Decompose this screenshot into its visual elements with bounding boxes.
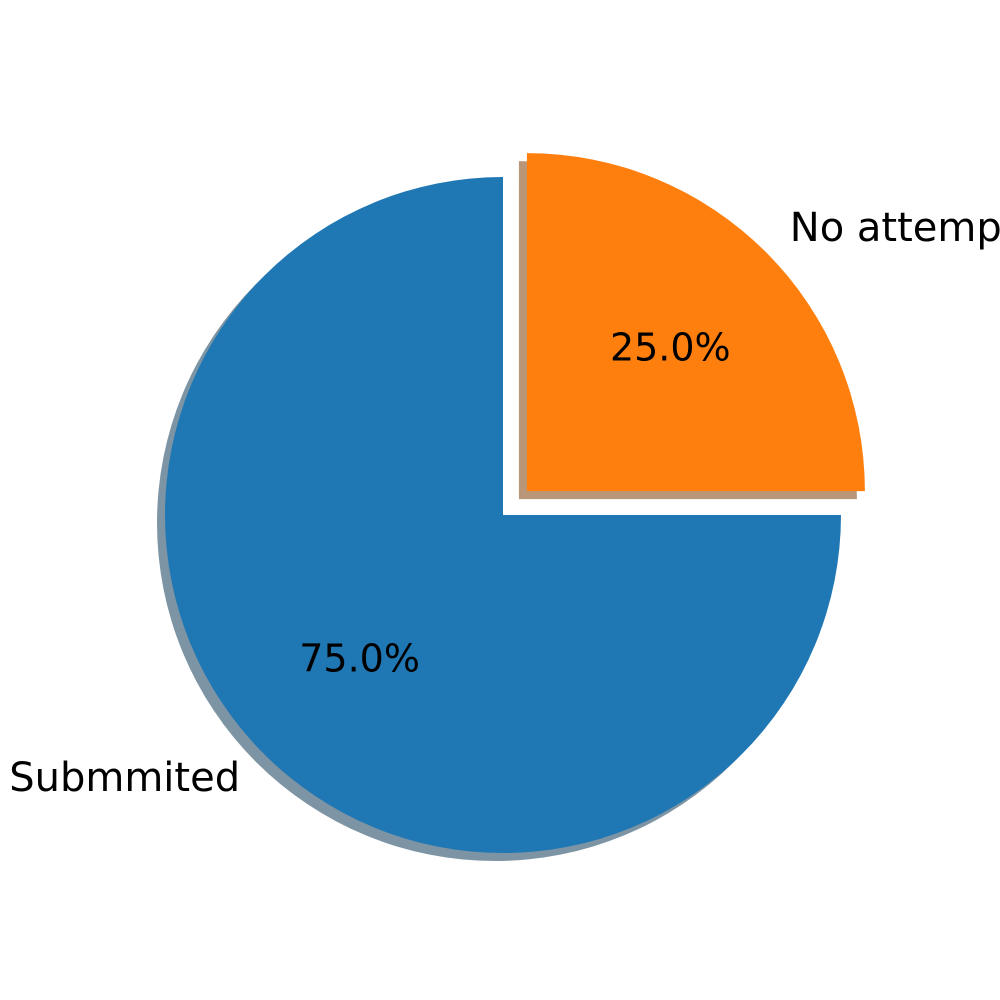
pie-labels: 75.0% Submmited 25.0% No attempt <box>9 205 1000 801</box>
wedge-submmited <box>165 177 841 853</box>
percent-label-no-attempt: 25.0% <box>610 326 731 370</box>
pie-wedges <box>165 153 865 853</box>
slice-label-no-attempt: No attempt <box>790 205 1000 251</box>
percent-label-submmited: 75.0% <box>299 636 420 680</box>
wedge-no-attempt <box>526 153 865 492</box>
slice-label-submmited: Submmited <box>9 755 240 801</box>
